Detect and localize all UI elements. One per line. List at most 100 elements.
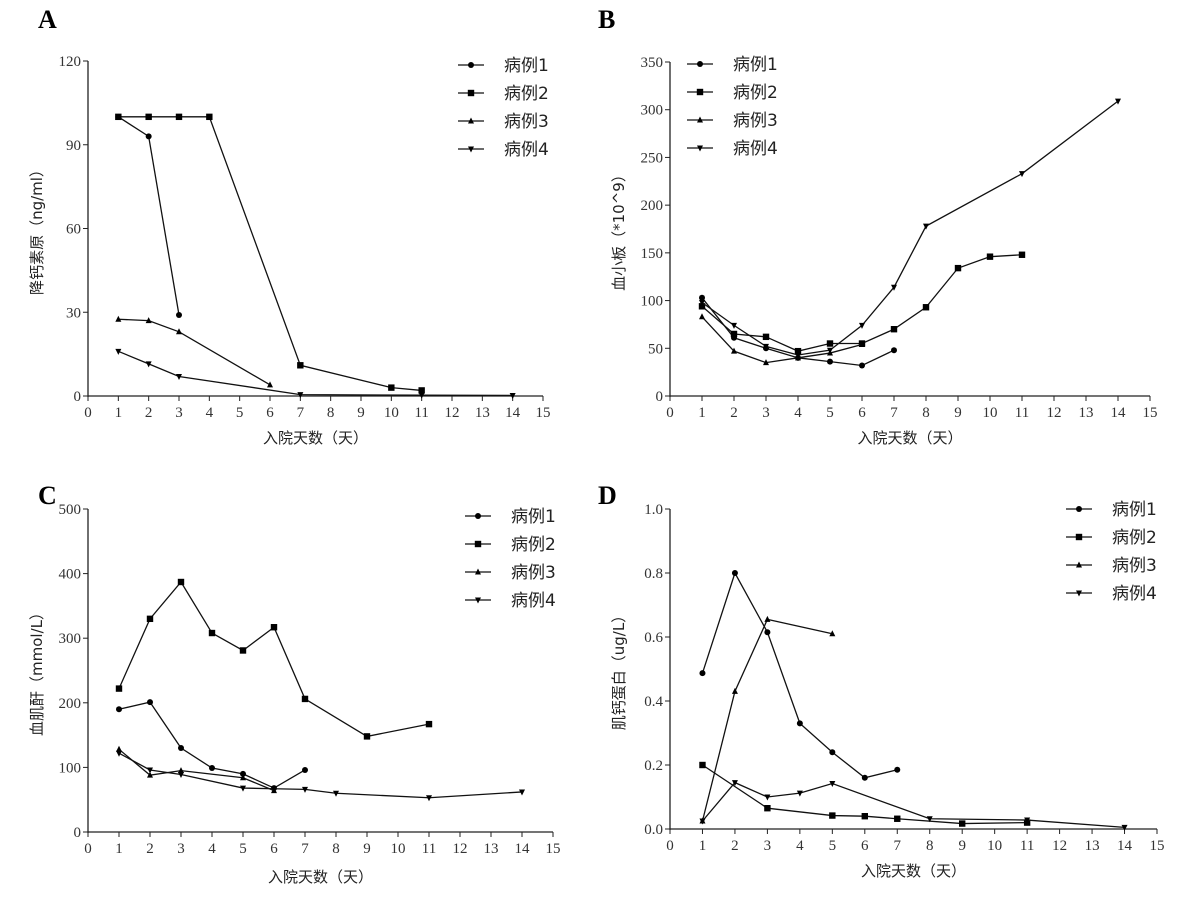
x-tick-label: 10 [987, 838, 1002, 854]
data-point [959, 820, 966, 827]
data-point [240, 770, 246, 777]
panel-letter: D [598, 481, 617, 510]
data-point [146, 615, 154, 623]
y-tick-label: 400 [59, 567, 82, 583]
legend-item: 病例4 [465, 591, 556, 611]
series-line-case-3 [701, 618, 833, 822]
data-point [954, 264, 962, 272]
data-point [178, 772, 184, 779]
legend-label: 病例2 [511, 535, 556, 555]
x-tick-label: 14 [505, 405, 521, 421]
data-point [178, 767, 184, 774]
legend-label: 病例4 [1112, 584, 1157, 604]
x-tick-label: 9 [357, 405, 365, 421]
data-point [302, 786, 308, 793]
legend-item: 病例2 [1066, 528, 1157, 548]
legend-item: 病例4 [1066, 584, 1157, 604]
series-case-3 [699, 615, 836, 824]
series-line-case-1 [118, 701, 306, 789]
legend: 病例1 病例2 病例3 病例4 [687, 55, 778, 159]
series-case-4 [115, 348, 516, 399]
y-tick-label: 0 [656, 389, 664, 405]
legend-label: 病例1 [511, 507, 556, 527]
x-tick-label: 12 [445, 405, 460, 421]
x-tick-label: 1 [115, 841, 123, 857]
data-point [890, 326, 898, 333]
legend-label: 病例4 [733, 139, 778, 159]
series-line-case-1 [701, 571, 898, 779]
data-point [859, 362, 865, 369]
data-point [239, 647, 247, 654]
x-tick-label: 5 [239, 841, 247, 857]
series-case-3 [116, 745, 277, 794]
y-tick-label: 300 [641, 103, 664, 119]
x-tick-label: 12 [453, 841, 468, 857]
data-point [861, 813, 868, 820]
data-point [923, 223, 929, 230]
data-point [208, 629, 216, 637]
legend-marker [467, 89, 475, 97]
data-point [425, 720, 433, 728]
x-tick-label: 14 [1117, 838, 1133, 854]
y-tick-label: 0.4 [644, 694, 663, 710]
data-point [826, 340, 834, 347]
legend-label: 病例3 [504, 112, 549, 132]
data-point [730, 330, 738, 338]
y-axis-title: 血肌酐（mmol/L） [28, 605, 46, 736]
y-tick-label: 200 [59, 696, 82, 712]
series-line-case-4 [118, 752, 523, 799]
y-tick-label: 250 [641, 150, 664, 166]
data-point [176, 312, 182, 319]
panel-C: C0 1 2 3 4 5 6 7 8 9 10 11 12 13 14 150100200300400500入… [28, 481, 561, 886]
series-line-case-2 [118, 580, 430, 738]
data-point [731, 347, 737, 354]
data-point [426, 795, 432, 802]
legend-marker [697, 116, 703, 123]
series-case-4 [116, 750, 525, 802]
data-point [301, 695, 309, 703]
series-case-3 [115, 315, 273, 388]
legend-item: 病例1 [465, 507, 556, 527]
legend-item: 病例2 [687, 83, 778, 103]
series-line-case-3 [701, 316, 863, 364]
y-tick-label: 0 [74, 389, 82, 405]
x-tick-label: 13 [484, 841, 499, 857]
y-tick-label: 200 [641, 198, 664, 214]
data-point [894, 766, 901, 773]
data-point [177, 578, 185, 586]
legend-label: 病例2 [504, 84, 549, 104]
x-tick-label: 7 [301, 841, 309, 857]
data-point [926, 816, 933, 823]
x-tick-label: 7 [890, 405, 898, 421]
x-tick-label: 2 [145, 405, 153, 421]
x-tick-label: 4 [794, 405, 802, 421]
x-tick-label: 15 [1150, 838, 1165, 854]
data-point [209, 765, 215, 772]
legend-item: 病例2 [458, 84, 549, 104]
data-point [764, 615, 771, 622]
data-point [176, 373, 182, 380]
y-tick-label: 0 [74, 825, 82, 841]
legend-marker [1075, 533, 1083, 541]
data-point [731, 687, 738, 694]
data-point [829, 781, 836, 788]
legend-marker [1076, 590, 1082, 597]
x-tick-label: 9 [363, 841, 371, 857]
legend: 病例1 病例2 病例3 病例4 [1066, 500, 1157, 604]
data-point [297, 392, 304, 399]
x-tick-label: 11 [414, 405, 428, 421]
x-tick-label: 1 [115, 405, 123, 421]
data-point [145, 133, 152, 140]
legend: 病例1 病例2 病例3 病例4 [465, 507, 556, 611]
x-tick-label: 13 [1085, 838, 1100, 854]
data-point [859, 322, 865, 329]
series-case-4 [699, 98, 1121, 359]
data-point [115, 315, 122, 322]
panel-letter: B [598, 5, 615, 34]
x-tick-label: 14 [1111, 405, 1127, 421]
x-tick-label: 4 [206, 405, 214, 421]
x-tick-label: 11 [1020, 838, 1034, 854]
data-point [922, 304, 930, 311]
series-line-case-2 [701, 254, 1023, 352]
